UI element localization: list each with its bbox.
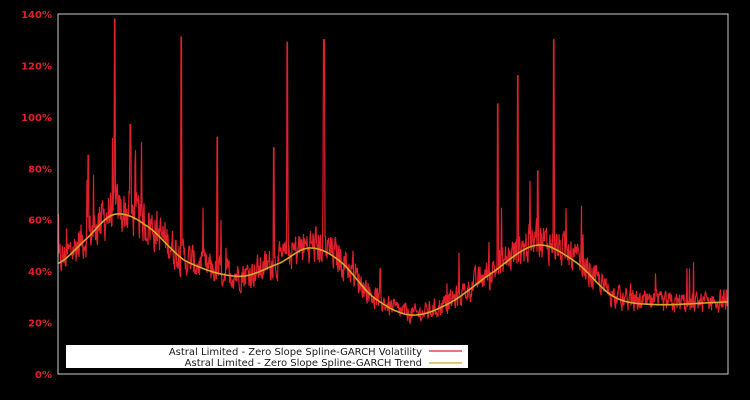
y-tick-label: 60% — [28, 216, 52, 227]
plot-frame — [57, 13, 729, 375]
y-tick-label: 0% — [35, 370, 52, 381]
y-tick-label: 140% — [21, 10, 52, 21]
y-tick-label: 40% — [28, 267, 52, 278]
y-tick-label: 120% — [21, 61, 52, 72]
y-axis-ticks: 0% 20% 40% 60% 80% 100% 120% 140% — [21, 10, 52, 381]
y-tick-label: 100% — [21, 113, 52, 124]
y-tick-label: 80% — [28, 164, 52, 175]
legend-box — [66, 345, 468, 368]
y-tick-label: 20% — [28, 319, 52, 330]
legend-label-volatility: Astral Limited - Zero Slope Spline-GARCH… — [169, 347, 422, 358]
plot-area — [57, 18, 729, 326]
legend: Astral Limited - Zero Slope Spline-GARCH… — [66, 345, 468, 369]
trend-line — [57, 213, 728, 316]
legend-label-trend: Astral Limited - Zero Slope Spline-GARCH… — [185, 358, 422, 369]
